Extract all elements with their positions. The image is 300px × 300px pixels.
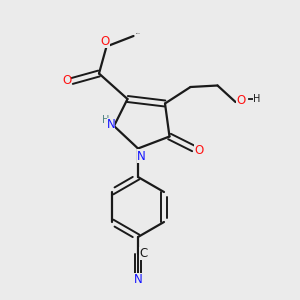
Text: O: O [236, 94, 245, 107]
Text: O: O [62, 74, 71, 88]
Text: N: N [106, 118, 116, 131]
Text: N: N [134, 273, 142, 286]
Text: methyl: methyl [136, 32, 141, 34]
Text: O: O [194, 143, 203, 157]
Text: O: O [100, 34, 109, 48]
Text: C: C [139, 247, 148, 260]
Text: H: H [102, 115, 109, 125]
Text: H: H [254, 94, 261, 104]
Text: N: N [136, 149, 146, 163]
